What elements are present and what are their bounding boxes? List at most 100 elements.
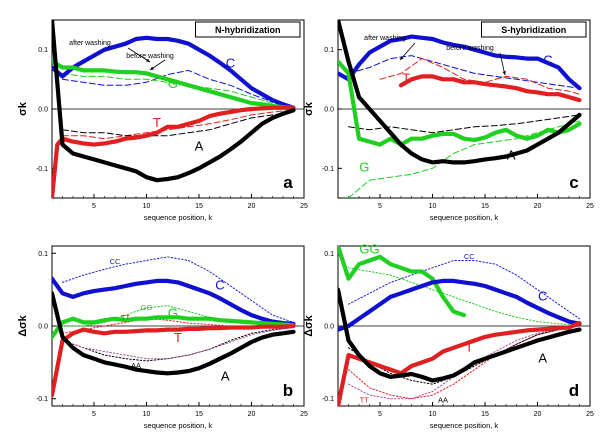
- series-line-c-main: [52, 276, 296, 326]
- series-line-tt-pair: [348, 325, 580, 400]
- series-group: [52, 20, 296, 198]
- series-line-g-main: [52, 315, 296, 339]
- x-tick-label: 10: [429, 203, 437, 210]
- series-line-c-before: [62, 69, 294, 107]
- series-line-gg-main: [338, 246, 467, 318]
- y-axis-label: σk: [303, 101, 315, 116]
- series-label: A: [195, 139, 204, 154]
- annotation-arrow: [399, 42, 416, 61]
- series-line-t-main: [338, 321, 582, 406]
- series-label: G: [168, 305, 178, 320]
- series-group: [52, 256, 296, 398]
- panel-c: 5 10 15 20 25 0.1 0.0 -0.1 sequence position, k σ…: [303, 19, 594, 222]
- x-tick-label: 5: [92, 411, 96, 418]
- x-axis-label: sequence position, k: [144, 421, 213, 430]
- series-label: GG: [359, 241, 379, 256]
- series-line-t-after: [52, 105, 296, 198]
- y-tick-label: 0.1: [38, 47, 48, 54]
- series-label: C: [215, 278, 224, 293]
- series-label: C: [538, 289, 547, 304]
- series-line-t-before: [379, 58, 580, 95]
- annotation-arrowhead: [502, 71, 506, 75]
- y-tick-label: 0.0: [324, 324, 334, 331]
- series-group: [338, 20, 582, 198]
- title-box: [195, 21, 301, 38]
- panel-letter: b: [283, 381, 293, 400]
- series-line-a-main: [338, 287, 582, 383]
- series-label: T: [174, 330, 182, 345]
- annotation-arrow: [127, 47, 151, 63]
- series-label: CC: [110, 257, 121, 266]
- series-line-g-before: [62, 72, 294, 107]
- y-tick-label: 0.1: [324, 251, 334, 258]
- x-tick-label: 5: [378, 203, 382, 210]
- series-line-a-after: [338, 20, 582, 165]
- x-tick-label: 10: [143, 203, 151, 210]
- series-line-t-before: [62, 109, 294, 140]
- x-tick-label: 10: [429, 411, 437, 418]
- y-tick-label: 0.0: [38, 324, 48, 331]
- y-axis-label: σk: [17, 101, 29, 116]
- series-line-g-after: [338, 59, 582, 147]
- series-line-aa-pair: [62, 327, 294, 362]
- annotation-arrow: [499, 52, 506, 76]
- series-line-cc-pair: [62, 256, 294, 323]
- x-tick-label: 15: [195, 411, 203, 418]
- series-line-g-after: [52, 59, 296, 110]
- panel-letter: a: [283, 173, 293, 192]
- series-label: G: [359, 159, 369, 174]
- series-label: AA: [438, 395, 448, 404]
- series-line-t-main: [52, 323, 296, 398]
- series-line-t-after: [398, 74, 582, 103]
- series-line-c-main: [338, 278, 582, 332]
- series-label: T: [153, 115, 161, 130]
- series-line-unlabeled-pair: [62, 327, 294, 360]
- panel-a: 5 10 15 20 25 0.1 0.0 -0.1 sequence position, k σ…: [17, 19, 308, 222]
- x-axis-label: sequence position, k: [430, 213, 499, 222]
- series-label: C: [226, 55, 235, 70]
- x-tick-label: 20: [534, 411, 542, 418]
- annotation-arrowhead: [400, 56, 404, 60]
- x-tick-label: 25: [300, 203, 308, 210]
- series-line-c-after: [52, 35, 296, 110]
- x-tick-label: 15: [481, 411, 489, 418]
- series-line-c-after: [338, 34, 582, 91]
- x-tick-label: 15: [195, 203, 203, 210]
- series-label: T: [402, 70, 410, 85]
- y-tick-label: -0.1: [36, 396, 48, 403]
- series-label: A: [538, 350, 547, 365]
- x-tick-label: 25: [586, 203, 594, 210]
- annotation-text: before washing: [446, 45, 494, 52]
- annotation-arrowhead: [146, 58, 150, 62]
- y-tick-label: 0.0: [324, 107, 334, 114]
- annotation-arrowhead: [150, 66, 154, 70]
- x-tick-label: 25: [300, 411, 308, 418]
- x-tick-label: 15: [481, 203, 489, 210]
- series-label: G: [168, 76, 178, 91]
- panel-letter: d: [569, 381, 579, 400]
- y-tick-label: 0.1: [38, 251, 48, 258]
- x-tick-label: 20: [534, 203, 542, 210]
- x-axis-label: sequence position, k: [430, 421, 499, 430]
- series-label: GG: [141, 303, 153, 312]
- annotation-text: before washing: [126, 53, 174, 60]
- x-axis-label: sequence position, k: [144, 213, 213, 222]
- series-label: TT: [360, 395, 370, 404]
- title-box: [481, 21, 587, 38]
- series-label: T: [465, 339, 473, 354]
- y-axis-label: Δσk: [17, 314, 29, 336]
- series-line-cc-pair: [348, 260, 580, 320]
- y-tick-label: -0.1: [322, 166, 334, 173]
- x-tick-label: 25: [586, 411, 594, 418]
- y-tick-label: -0.1: [36, 166, 48, 173]
- panel-b: 5 10 15 20 25 0.1 0.0 -0.1 sequence position, k Δ…: [17, 245, 308, 430]
- chart-title: N-hybridization: [215, 25, 281, 35]
- series-group: [338, 246, 582, 406]
- series-label: AA: [131, 361, 141, 370]
- series-line-a-before: [62, 111, 294, 137]
- x-tick-label: 5: [378, 411, 382, 418]
- x-tick-label: 5: [92, 203, 96, 210]
- y-axis-label: Δσk: [303, 314, 315, 336]
- panel-letter: c: [569, 173, 578, 192]
- annotation-text: after washing: [364, 35, 406, 42]
